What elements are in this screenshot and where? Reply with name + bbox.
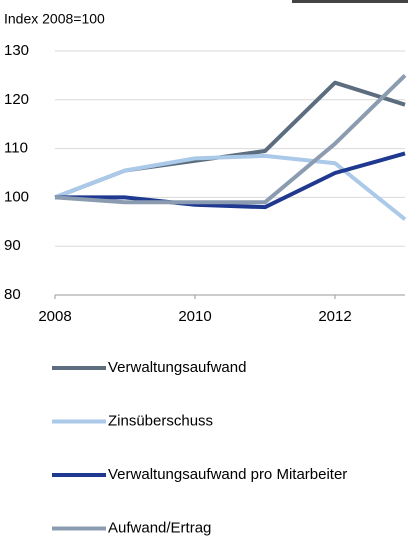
x-tick-label: 2008 <box>38 308 71 325</box>
y-axis-label: Index 2008=100 <box>4 11 105 27</box>
y-tick-label: 90 <box>4 237 21 254</box>
y-tick-label: 130 <box>4 42 29 59</box>
x-tick-label: 2012 <box>318 308 351 325</box>
legend-label: Zinsüberschuss <box>108 412 213 429</box>
y-tick-label: 120 <box>4 91 29 108</box>
legend-label: Verwaltungsaufwand <box>108 359 246 376</box>
legend-label: Verwaltungsaufwand pro Mitarbeiter <box>108 466 347 483</box>
legend-label: Aufwand/Ertrag <box>108 519 211 536</box>
series-line <box>54 73 407 205</box>
y-tick-label: 110 <box>4 140 28 157</box>
x-tick-label: 2010 <box>178 308 211 325</box>
top-border <box>292 0 408 3</box>
series-line <box>55 151 406 210</box>
series-line <box>54 153 407 221</box>
y-tick-label: 100 <box>4 188 29 205</box>
y-tick-label: 80 <box>4 286 21 303</box>
